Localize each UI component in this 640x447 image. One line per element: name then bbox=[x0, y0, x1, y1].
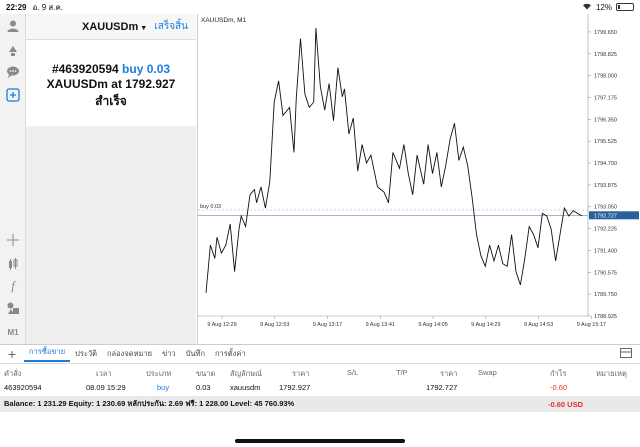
status-bar: 22:29 อ. 9 ส.ค. 12% bbox=[0, 0, 640, 14]
indicators-icon[interactable] bbox=[5, 256, 21, 272]
row-order: 463920594 bbox=[4, 383, 42, 392]
timeframe-label[interactable]: M1 bbox=[7, 327, 19, 337]
order-action: buy 0.03 bbox=[122, 62, 171, 76]
price-series-line bbox=[205, 27, 583, 293]
x-tick-label: 9 Aug 13:17 bbox=[313, 322, 342, 328]
order-panel-header: XAUUSDm ▼ เสร็จสิ้น bbox=[26, 14, 196, 40]
add-icon[interactable]: + bbox=[7, 346, 17, 362]
col-symbol: สัญลักษณ์ bbox=[230, 369, 263, 378]
confirm-line-2: XAUUSDm at 1792.927 bbox=[46, 77, 176, 91]
row-price: 1792.927 bbox=[279, 383, 311, 392]
x-tick-label: 9 Aug 12:29 bbox=[207, 322, 236, 328]
col-cur-price: ราคา bbox=[440, 369, 458, 378]
trade-arrows-icon[interactable] bbox=[5, 42, 21, 58]
y-tick-label: 1790.575 bbox=[594, 270, 617, 276]
status-date: อ. 9 ส.ค. bbox=[32, 2, 64, 12]
y-tick-label: 1797.175 bbox=[594, 95, 617, 101]
order-confirmation: #463920594 buy 0.03 XAUUSDm at 1792.927 … bbox=[26, 40, 196, 126]
tab-trade[interactable]: การซื้อขาย bbox=[24, 346, 71, 362]
symbol-selector[interactable]: XAUUSDm ▼ bbox=[82, 21, 147, 33]
x-tick-label: 9 Aug 14:53 bbox=[524, 322, 553, 328]
tab-mailbox[interactable]: กล่องจดหมาย bbox=[107, 349, 153, 358]
confirm-line-1: #463920594 buy 0.03 bbox=[26, 62, 196, 76]
y-tick-label: 1798.000 bbox=[594, 74, 617, 80]
chat-icon[interactable] bbox=[5, 64, 21, 80]
x-tick-label: 9 Aug 13:41 bbox=[366, 322, 395, 328]
x-tick-label: 9 Aug 15:17 bbox=[577, 322, 606, 328]
col-profit: กำไร bbox=[550, 369, 567, 378]
home-indicator[interactable] bbox=[235, 439, 405, 443]
y-tick-label: 1793.875 bbox=[594, 183, 617, 189]
crosshair-icon[interactable] bbox=[5, 232, 21, 248]
status-time: 22:29 bbox=[6, 2, 27, 12]
row-symbol: xauusdm bbox=[230, 383, 261, 392]
trade-table-header: คำสั่ง เวลา ประเภท ขนาด สัญลักษณ์ ราคา S… bbox=[0, 365, 640, 379]
table-row[interactable]: 463920594 08.09 15:29 buy 0.03 xauusdm 1… bbox=[0, 380, 640, 394]
y-tick-label: 1789.750 bbox=[594, 292, 617, 298]
balance-bar: Balance: 1 231.29 Equity: 1 230.69 หลักป… bbox=[0, 396, 640, 412]
tab-history[interactable]: ประวัติ bbox=[75, 349, 98, 358]
col-order: คำสั่ง bbox=[4, 369, 22, 378]
tab-settings[interactable]: การตั้งค่า bbox=[215, 349, 246, 358]
caret-down-icon: ▼ bbox=[140, 24, 148, 32]
terminal-settings-icon[interactable] bbox=[620, 347, 632, 361]
row-profit: -0.60 bbox=[550, 383, 568, 392]
symbol-name: XAUUSDm bbox=[82, 20, 139, 33]
col-tp: T/P bbox=[396, 368, 408, 377]
tab-journal[interactable]: บันทึก bbox=[185, 349, 206, 358]
y-tick-label: 1792.225 bbox=[594, 227, 617, 233]
ticket-number: #463920594 bbox=[51, 62, 119, 76]
current-price-badge bbox=[589, 211, 639, 220]
buy-level-label: buy 0.03 bbox=[200, 204, 221, 210]
current-price-label: 1792.727 bbox=[594, 213, 617, 219]
confirm-status: สำเร็จ bbox=[95, 94, 127, 108]
y-tick-label: 1793.050 bbox=[594, 205, 617, 211]
y-tick-label: 1795.525 bbox=[594, 139, 617, 145]
col-comment: หมายเหตุ bbox=[596, 369, 627, 378]
total-profit: -0.60 USD bbox=[548, 399, 584, 409]
wifi-icon bbox=[582, 2, 592, 12]
col-sl: S/L bbox=[347, 368, 359, 377]
y-tick-label: 1794.700 bbox=[594, 161, 617, 167]
y-tick-label: 1791.400 bbox=[594, 248, 617, 254]
status-right: 12% bbox=[582, 2, 634, 12]
row-volume: 0.03 bbox=[196, 383, 211, 392]
terminal-tabbar: + การซื้อขาย ประวัติ กล่องจดหมาย ข่าว บั… bbox=[0, 344, 640, 364]
col-type: ประเภท bbox=[146, 369, 172, 378]
x-tick-label: 9 Aug 14:29 bbox=[471, 322, 500, 328]
battery-icon bbox=[616, 3, 634, 11]
x-tick-label: 9 Aug 12:53 bbox=[260, 322, 289, 328]
x-tick-label: 9 Aug 14:05 bbox=[418, 322, 447, 328]
chart-svg[interactable]: XAUUSDm, M1 1799.650 1798.825 1798.000 1797.… bbox=[198, 14, 640, 344]
y-tick-label: 1799.650 bbox=[594, 30, 617, 36]
col-time: เวลา bbox=[96, 369, 112, 378]
price-chart[interactable]: XAUUSDm, M1 1799.650 1798.825 1798.000 1797.… bbox=[197, 14, 640, 344]
col-swap: Swap bbox=[478, 368, 497, 377]
done-button[interactable]: เสร็จสิ้น bbox=[154, 21, 188, 32]
tab-news[interactable]: ข่าว bbox=[162, 349, 176, 358]
account-icon[interactable] bbox=[5, 18, 21, 34]
battery-percent: 12% bbox=[595, 2, 612, 12]
balance-text: Balance: 1 231.29 Equity: 1 230.69 หลักป… bbox=[4, 399, 295, 408]
order-panel-empty bbox=[26, 126, 196, 344]
row-cur-price: 1792.727 bbox=[426, 383, 458, 392]
function-icon[interactable]: f bbox=[11, 278, 15, 293]
row-time: 08.09 15:29 bbox=[86, 383, 126, 392]
col-price: ราคา bbox=[292, 369, 310, 378]
objects-icon[interactable] bbox=[5, 300, 21, 316]
left-toolbar: f M1 bbox=[0, 14, 26, 344]
y-tick-label: 1796.350 bbox=[594, 117, 617, 123]
y-tick-label: 1798.825 bbox=[594, 52, 617, 58]
col-volume: ขนาด bbox=[196, 369, 216, 378]
row-type: buy bbox=[157, 383, 170, 392]
chart-title: XAUUSDm, M1 bbox=[201, 17, 247, 24]
new-order-icon[interactable] bbox=[5, 87, 21, 103]
y-tick-label: 1788.925 bbox=[594, 314, 617, 320]
